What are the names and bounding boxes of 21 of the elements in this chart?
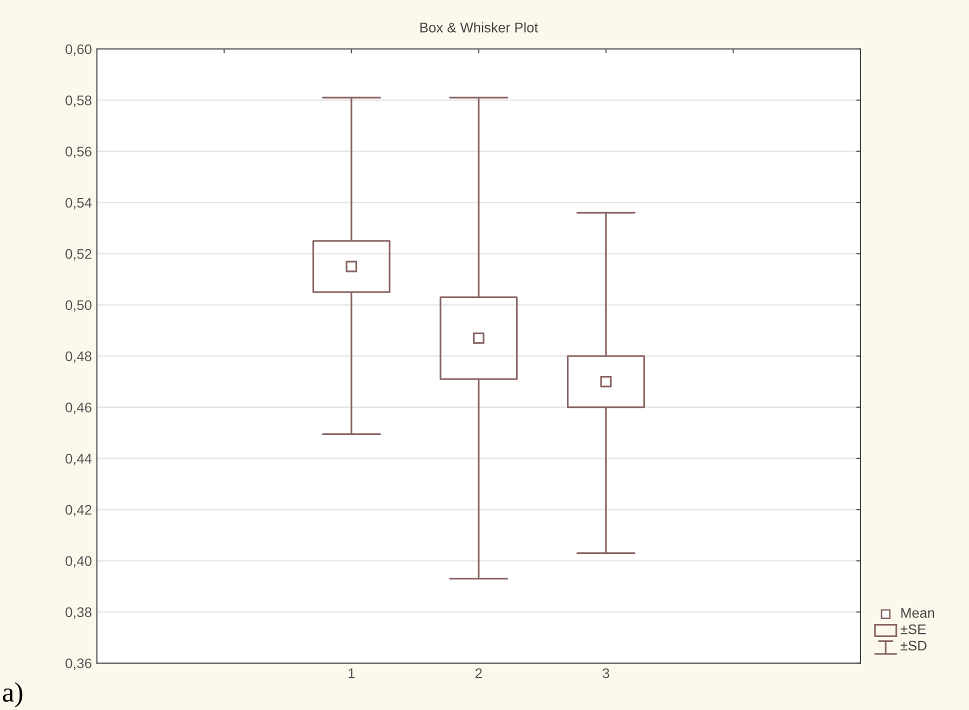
y-tick-label: 0,50: [66, 300, 92, 312]
y-tick-label: 0,56: [66, 146, 92, 158]
y-tick-label: 0,40: [66, 556, 92, 568]
y-tick-label: 0,58: [66, 96, 92, 107]
y-tick-label: 0,54: [66, 198, 92, 210]
y-tick-label: 0,48: [66, 351, 92, 363]
y-tick-label: 0,52: [66, 249, 92, 261]
text: ±SD: [900, 640, 926, 651]
x-tick-label: 3: [602, 668, 610, 678]
x-tick-label: 1: [348, 668, 355, 678]
x-tick-label: 2: [476, 668, 482, 678]
y-tick-label: 0,38: [66, 607, 92, 619]
text: Mean: [901, 608, 934, 618]
text: a): [2, 682, 22, 708]
y-tick-label: 0,36: [66, 658, 92, 670]
text: ±SE: [900, 624, 926, 634]
chart-title: Box & Whisker Plot: [420, 22, 538, 32]
y-tick-label: 0,42: [66, 504, 92, 516]
y-tick-label: 0,46: [66, 402, 92, 414]
y-tick-label: 0,44: [66, 454, 92, 466]
y-tick-label: 0,60: [66, 44, 92, 56]
